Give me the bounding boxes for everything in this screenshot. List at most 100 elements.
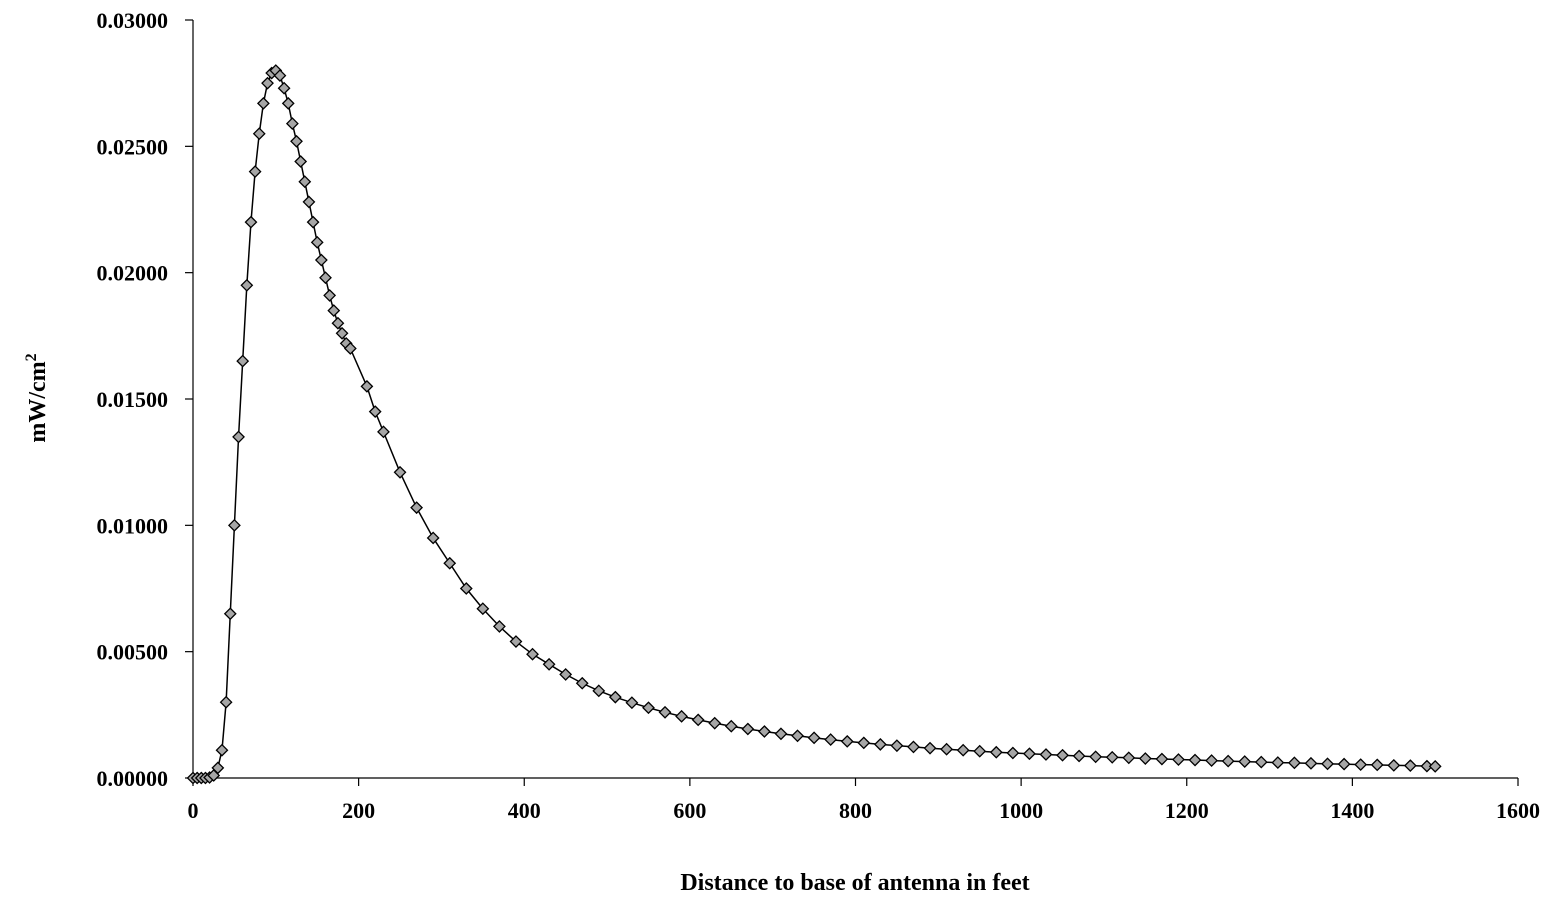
data-point [298, 175, 312, 189]
data-point [873, 737, 887, 751]
data-point [675, 709, 689, 723]
data-point [443, 556, 457, 570]
data-point [360, 379, 374, 393]
x-tick-label: 800 [839, 798, 872, 823]
data-point [724, 719, 738, 733]
data-point [1072, 749, 1086, 763]
data-point [575, 676, 589, 690]
data-point [331, 316, 345, 330]
x-tick-label: 1200 [1165, 798, 1209, 823]
data-point [691, 713, 705, 727]
data-point [658, 705, 672, 719]
data-point [219, 695, 233, 709]
data-point [1387, 758, 1401, 772]
data-point [261, 76, 274, 90]
data-point [989, 745, 1003, 759]
data-point [509, 635, 523, 648]
data-point [907, 740, 920, 754]
data-point [232, 430, 245, 444]
data-point [302, 195, 316, 209]
data-point [240, 278, 254, 292]
data-point [323, 288, 337, 302]
data-point [1122, 751, 1136, 765]
data-point [1155, 752, 1169, 766]
y-axis-title-superscript: 2 [23, 353, 40, 361]
data-point [319, 271, 332, 285]
data-point [310, 235, 324, 249]
data-point [1188, 753, 1202, 767]
data-point [592, 684, 606, 698]
data-point [923, 741, 937, 755]
data-point [973, 744, 987, 758]
data-point [1321, 757, 1334, 771]
data-point [335, 326, 349, 340]
x-tick-label: 600 [673, 798, 706, 823]
data-point [1304, 756, 1318, 770]
series-line-group [193, 69, 1436, 779]
data-point [368, 405, 382, 419]
series-markers-group [186, 64, 1442, 785]
data-point [277, 81, 291, 95]
data-point [306, 215, 320, 229]
data-point [343, 342, 357, 355]
data-point [1337, 757, 1351, 771]
data-point [774, 727, 788, 741]
data-point [1271, 756, 1285, 770]
data-point [542, 657, 556, 671]
data-point [608, 690, 622, 704]
data-point [642, 701, 655, 715]
data-point [1089, 750, 1103, 764]
data-point [426, 531, 440, 545]
data-point [227, 518, 241, 532]
data-point [492, 619, 506, 633]
data-point [273, 69, 287, 83]
data-point [459, 582, 473, 595]
data-point [791, 729, 804, 743]
data-point [256, 96, 270, 110]
data-point [248, 165, 262, 179]
x-tick-label: 1000 [999, 798, 1043, 823]
x-tick-label: 400 [508, 798, 541, 823]
data-point [1205, 754, 1219, 767]
x-axis-title: Distance to base of antenna in feet [680, 870, 1029, 896]
data-point [824, 733, 838, 747]
y-tick-label: 0.00500 [97, 640, 169, 665]
data-point [956, 743, 970, 757]
data-point [807, 731, 821, 745]
data-point [314, 253, 328, 267]
y-axis-title-main: mW/cm [25, 361, 51, 442]
data-point [1039, 748, 1053, 761]
series-line [193, 69, 1436, 779]
x-tick-label: 1600 [1496, 798, 1540, 823]
data-point [211, 761, 225, 775]
data-point [244, 215, 258, 229]
data-point [1056, 748, 1069, 762]
y-axis-title: mW/cm2 [23, 353, 51, 442]
data-point [625, 696, 639, 710]
data-point [1006, 746, 1020, 760]
data-point [252, 127, 266, 141]
data-point [285, 117, 299, 131]
data-point [559, 667, 573, 681]
data-point [236, 354, 250, 368]
data-point [940, 742, 954, 756]
data-point [1138, 752, 1152, 765]
y-tick-label: 0.01500 [97, 387, 169, 412]
x-tick-label: 0 [188, 798, 199, 823]
data-point [377, 425, 390, 439]
data-point [708, 716, 722, 730]
data-point [1354, 758, 1368, 772]
y-tick-label: 0.03000 [97, 8, 169, 33]
data-point [840, 734, 854, 748]
data-point [327, 304, 341, 317]
data-point [1420, 759, 1434, 773]
data-point [281, 96, 295, 110]
data-point [1254, 755, 1268, 769]
axes: 0 200 400 600 800 1000 1200 1400 1600 0.00000 0.00… [97, 8, 1541, 823]
data-point [1221, 754, 1235, 768]
data-point [290, 134, 303, 148]
data-point [757, 725, 771, 738]
data-point [857, 736, 871, 750]
